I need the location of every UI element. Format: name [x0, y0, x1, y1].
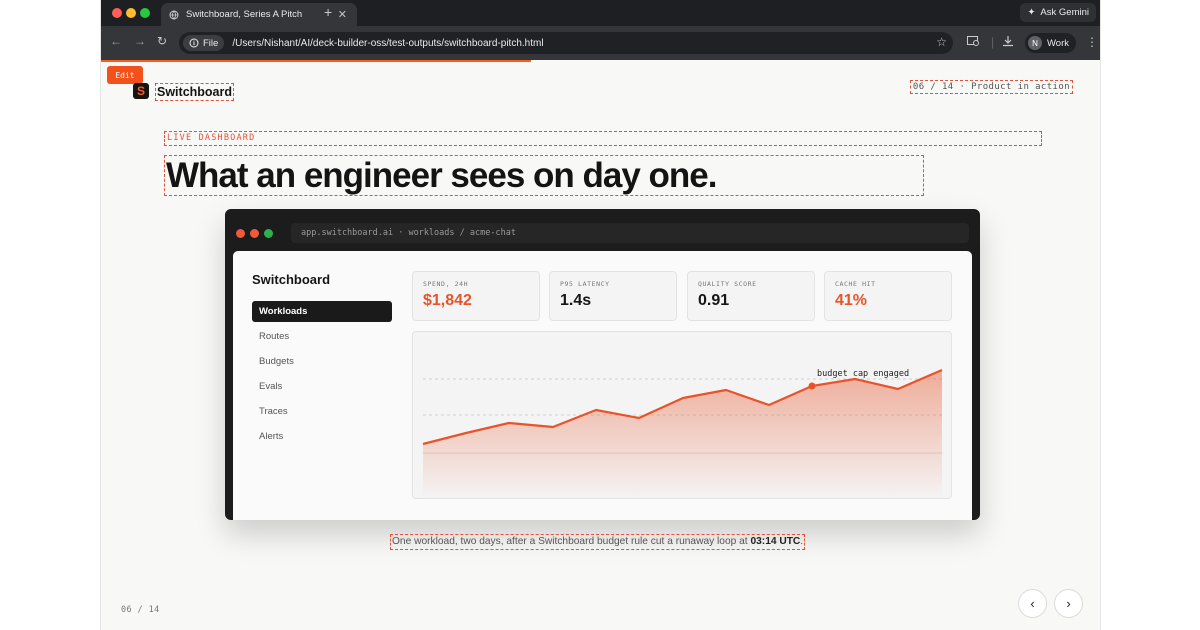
slide-counter: 06 / 14 — [121, 605, 160, 615]
profile-button[interactable]: N Work — [1025, 33, 1076, 53]
sidebar-item-routes[interactable]: Routes — [259, 331, 290, 342]
sidebar-item-traces[interactable]: Traces — [259, 406, 288, 417]
back-arrow-icon[interactable]: ← — [110, 34, 122, 48]
kpi-card-quality: QUALITY SCORE 0.91 — [687, 271, 815, 321]
slide-headline[interactable]: What an engineer sees on day one. — [164, 155, 924, 196]
section-kicker[interactable]: LIVE DASHBOARD — [164, 131, 1042, 146]
address-bar[interactable]: File /Users/Nishant/AI/deck-builder-oss/… — [179, 32, 953, 54]
budget-cap-marker — [808, 382, 816, 390]
profile-avatar: N — [1028, 36, 1042, 50]
edit-button[interactable]: Edit — [107, 66, 143, 84]
kebab-menu-icon[interactable]: ⋮ — [1086, 35, 1098, 49]
profile-name: Work — [1047, 37, 1069, 49]
tab-title: Switchboard, Series A Pitch — [186, 9, 303, 20]
caption-end: . — [800, 536, 804, 547]
brand-name[interactable]: Switchboard — [155, 83, 235, 101]
caption-text: One workload, two days, after a Switchbo… — [392, 536, 751, 547]
forward-arrow-icon[interactable]: → — [134, 34, 146, 48]
tab-search-icon[interactable] — [967, 35, 980, 47]
tab-bar: Switchboard, Series A Pitch ✕ + ✦ Ask Ge… — [101, 0, 1100, 26]
window-dot-green — [264, 229, 273, 238]
globe-icon — [169, 10, 179, 19]
tab-switchboard-pitch[interactable]: Switchboard, Series A Pitch ✕ — [161, 3, 357, 26]
chevron-left-icon: ‹ — [1030, 596, 1035, 611]
page-meta[interactable]: 06 / 14 · Product in action — [909, 80, 1073, 94]
sidebar-item-budgets[interactable]: Budgets — [259, 356, 294, 367]
reload-icon[interactable]: ↻ — [157, 34, 168, 48]
close-tab-icon[interactable]: ✕ — [337, 9, 347, 21]
spend-chart: budget cap engaged — [412, 331, 952, 499]
sparkle-icon: ✦ — [1027, 7, 1036, 18]
dashboard-window: app.switchboard.ai · workloads / acme-ch… — [225, 209, 980, 520]
dashboard-panel: Switchboard Workloads Routes Budgets Eva… — [233, 251, 972, 520]
sidebar-item-alerts[interactable]: Alerts — [259, 431, 284, 442]
kpi-label: CACHE HIT — [835, 280, 876, 288]
dashboard-address: app.switchboard.ai · workloads / acme-ch… — [291, 223, 969, 243]
spend-area — [423, 370, 942, 498]
site-info-chip[interactable]: File — [183, 35, 225, 51]
browser-window: Switchboard, Series A Pitch ✕ + ✦ Ask Ge… — [100, 0, 1101, 630]
kpi-label: SPEND, 24H — [423, 280, 469, 288]
browser-toolbar: ← → ↻ File /Users/Nishant/AI/deck-builde… — [101, 26, 1100, 60]
kpi-value: 0.91 — [698, 292, 730, 309]
kpi-value: $1,842 — [423, 292, 472, 309]
spend-chart-svg: budget cap engaged — [422, 368, 943, 498]
kpi-card-cache: CACHE HIT 41% — [824, 271, 952, 321]
minimize-window-button[interactable] — [126, 8, 136, 18]
url-text: /Users/Nishant/AI/deck-builder-oss/test-… — [232, 37, 544, 49]
kpi-label: QUALITY SCORE — [698, 280, 757, 288]
switchboard-logo: S — [133, 83, 149, 99]
chevron-right-icon: › — [1066, 596, 1071, 611]
next-slide-button[interactable]: › — [1054, 589, 1083, 618]
window-dot-red — [236, 229, 245, 238]
file-chip-label: File — [203, 37, 219, 49]
toolbar-divider: | — [991, 35, 995, 49]
sidebar-item-evals[interactable]: Evals — [259, 381, 283, 392]
spend-line — [422, 368, 943, 446]
caption-time: 03:14 UTC — [750, 536, 801, 547]
kpi-label: P95 LATENCY — [560, 280, 610, 288]
sidebar-item-workloads[interactable]: Workloads — [252, 301, 392, 322]
ask-gemini-label: Ask Gemini — [1040, 7, 1089, 18]
download-icon[interactable] — [1002, 35, 1014, 47]
kpi-value: 41% — [835, 292, 868, 309]
info-icon — [189, 38, 199, 48]
load-progress-bar — [101, 60, 532, 62]
new-tab-button[interactable]: + — [324, 4, 333, 20]
slide-caption[interactable]: One workload, two days, after a Switchbo… — [390, 534, 806, 550]
dashboard-app-title: Switchboard — [252, 272, 331, 287]
close-window-button[interactable] — [112, 8, 122, 18]
prev-slide-button[interactable]: ‹ — [1018, 589, 1047, 618]
kpi-card-latency: P95 LATENCY 1.4s — [549, 271, 677, 321]
window-dot-orange — [250, 229, 259, 238]
bookmark-star-icon[interactable]: ☆ — [936, 35, 947, 49]
maximize-window-button[interactable] — [140, 8, 150, 18]
budget-cap-annotation: budget cap engaged — [817, 369, 909, 379]
kpi-value: 1.4s — [560, 292, 592, 309]
kpi-card-spend: SPEND, 24H $1,842 — [412, 271, 540, 321]
dashboard-sidebar: Workloads Routes Budgets Evals Traces Al… — [252, 301, 392, 451]
ask-gemini-button[interactable]: ✦ Ask Gemini — [1020, 3, 1096, 22]
